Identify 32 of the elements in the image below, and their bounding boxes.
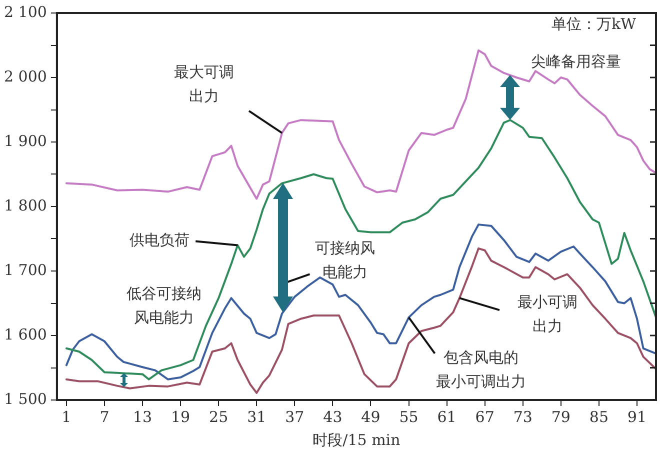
x-tick-label: 67 [475,408,494,426]
x-tick-label: 73 [513,408,532,426]
x-tick-label: 91 [627,408,647,426]
x-tick-label: 79 [551,408,570,426]
annotation: 单位：万kW [551,14,637,33]
x-tick-label: 19 [171,408,190,426]
annotation: 尖峰备用容量 [531,52,622,70]
y-tick-label: 1 600 [4,325,47,344]
annotation: 包含风电的最小可调出力 [436,348,526,390]
y-tick-label: 1 700 [4,260,47,279]
x-tick-label: 85 [589,408,608,426]
x-tick-label: 31 [247,408,266,426]
y-tick-label: 1 800 [4,196,47,214]
y-tick-label: 2 100 [4,2,47,21]
x-tick-label: 55 [399,408,418,426]
x-tick-label: 25 [209,408,228,426]
x-tick-label: 1 [62,408,72,426]
x-tick-label: 61 [437,408,456,426]
x-tick-label: 49 [361,408,380,426]
annotation: 最小可调出力 [517,292,578,335]
x-tick-label: 37 [285,408,304,426]
y-tick-label: 1 500 [4,390,47,408]
annotation: 可接纳风电能力 [315,238,376,281]
y-tick-label: 2 000 [4,67,47,86]
x-tick-label: 7 [100,408,110,426]
y-tick-label: 1 900 [4,132,47,150]
x-axis-title: 时段/15 min [312,430,401,449]
x-tick-label: 43 [323,408,342,426]
annotation: 最大可调出力 [174,62,234,105]
annotation: 低谷可接纳风电能力 [126,284,202,327]
x-tick-label: 13 [132,408,152,426]
annotation: 供电负荷 [130,231,190,250]
